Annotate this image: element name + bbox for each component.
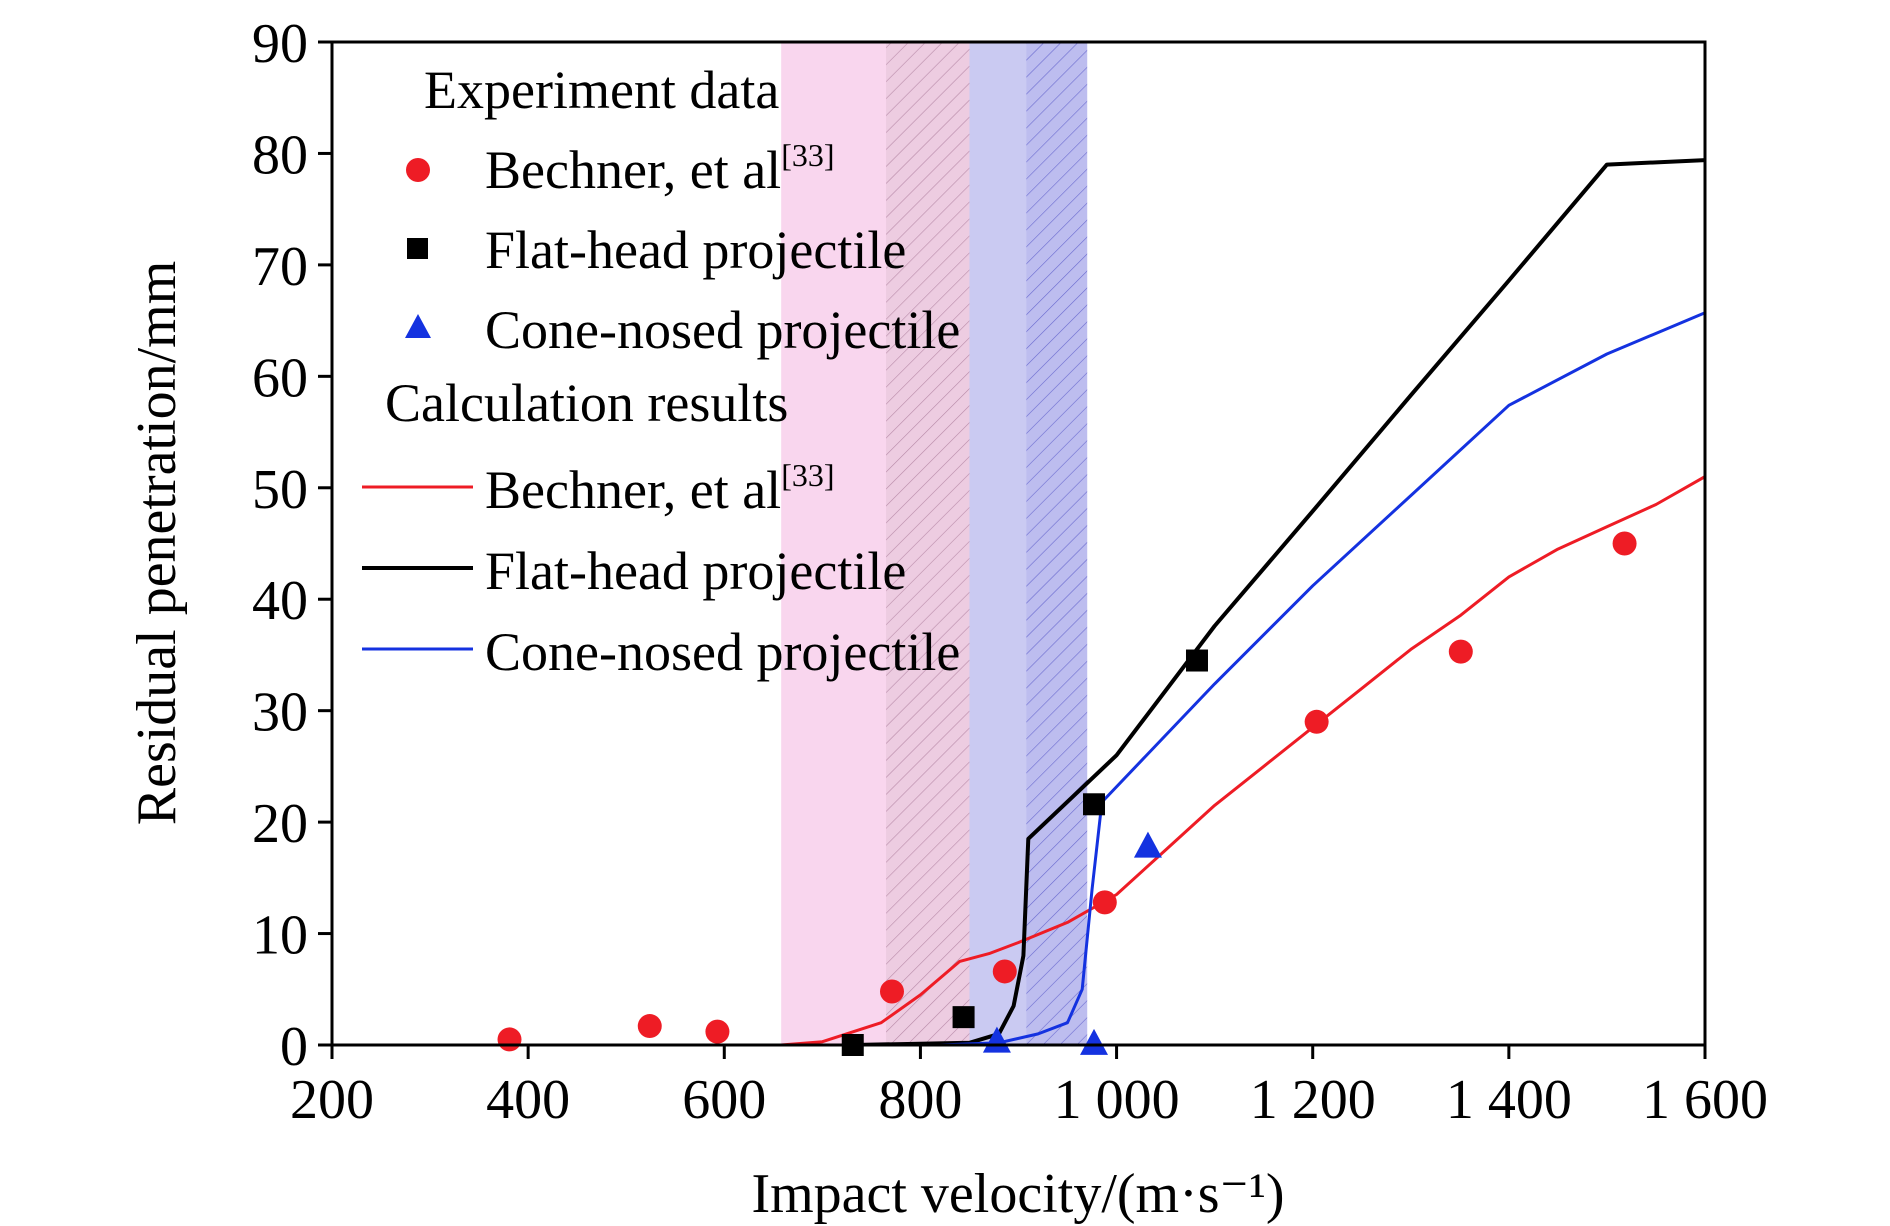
y-tick-label-4: 40 <box>252 570 308 632</box>
x-tick-label-4: 1 000 <box>1054 1069 1180 1131</box>
x-tick-label-6: 1 400 <box>1446 1069 1572 1131</box>
legend-label-exp-flat: Flat-head projectile <box>485 220 906 280</box>
y-tick-label-0: 0 <box>280 1016 308 1078</box>
y-tick-label-6: 60 <box>252 347 308 409</box>
legend-label-calc-flat: Flat-head projectile <box>485 541 906 601</box>
calc-line-0 <box>781 475 1705 1045</box>
data-point-1-3 <box>1185 649 1208 672</box>
legend-heading-calculation: Calculation results <box>385 373 788 433</box>
plot-frame <box>330 40 1707 1047</box>
data-point-0-8 <box>1612 531 1637 556</box>
x-tick-label-3: 800 <box>878 1069 962 1131</box>
x-tick-label-5: 1 200 <box>1250 1069 1376 1131</box>
legend: Experiment data Bechner, et al[33] Flat-… <box>362 60 960 682</box>
legend-label-exp-bechner: Bechner, et al[33] <box>485 137 835 200</box>
y-tick-label-2: 20 <box>252 793 308 855</box>
y-tick-label-9: 90 <box>252 13 308 75</box>
x-tick-label-1: 400 <box>486 1069 570 1131</box>
legend-label-calc-bechner: Bechner, et al[33] <box>485 457 835 520</box>
x-tick-label-2: 600 <box>682 1069 766 1131</box>
data-point-0-4 <box>992 959 1017 984</box>
shaded-regions <box>781 42 1088 1045</box>
data-point-0-6 <box>1304 709 1329 734</box>
experiment-points <box>497 531 1637 1056</box>
data-point-1-1 <box>952 1006 975 1029</box>
legend-marker-bechner <box>406 158 430 182</box>
data-point-0-0 <box>497 1027 522 1052</box>
legend-heading-experiment: Experiment data <box>424 60 779 120</box>
y-tick-label-7: 70 <box>252 236 308 298</box>
data-point-2-2 <box>1133 831 1162 858</box>
x-tick-label-7: 1 600 <box>1642 1069 1768 1131</box>
data-point-2-1 <box>1080 1028 1109 1055</box>
y-axis-label: Residual penetration/mm <box>126 261 188 826</box>
legend-marker-cone <box>405 314 431 338</box>
data-point-0-5 <box>1092 890 1117 915</box>
data-point-0-1 <box>637 1014 662 1039</box>
legend-label-calc-cone: Cone-nosed projectile <box>485 622 960 682</box>
data-point-0-3 <box>879 979 904 1004</box>
y-tick-label-5: 50 <box>252 459 308 521</box>
data-point-1-2 <box>1083 793 1106 816</box>
y-tick-label-8: 80 <box>252 124 308 186</box>
legend-marker-flat <box>407 238 428 259</box>
calc-line-2 <box>852 311 1705 1045</box>
x-axis-label: Impact velocity/(m·s⁻¹) <box>751 1163 1284 1225</box>
axis-ticks: 200 400 600 800 1 000 1 200 1 400 1 600 0 10 20 30 4… <box>252 13 1768 1131</box>
hatch-region-1 <box>886 42 970 1045</box>
data-point-0-7 <box>1448 639 1473 664</box>
y-tick-label-1: 10 <box>252 905 308 967</box>
hatch-region-3 <box>1026 42 1088 1045</box>
legend-label-exp-cone: Cone-nosed projectile <box>485 300 960 360</box>
y-tick-label-3: 30 <box>252 682 308 744</box>
x-tick-label-0: 200 <box>290 1069 374 1131</box>
data-point-0-2 <box>705 1019 730 1044</box>
